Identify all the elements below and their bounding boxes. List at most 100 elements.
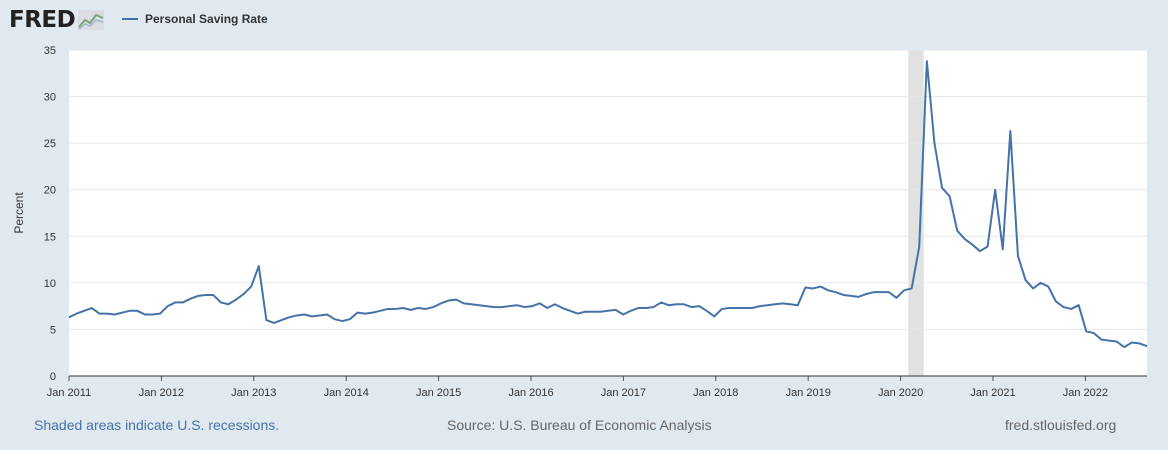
data-point-7[interactable] xyxy=(118,309,126,317)
data-point-80[interactable] xyxy=(672,300,680,308)
data-point-2[interactable] xyxy=(80,307,88,315)
data-point-86[interactable] xyxy=(718,305,726,313)
data-point-126[interactable] xyxy=(1022,276,1030,284)
data-point-136[interactable] xyxy=(1097,336,1105,344)
data-point-1[interactable] xyxy=(73,310,81,318)
site-link[interactable]: fred.stlouisfed.org xyxy=(1005,417,1117,433)
data-point-32[interactable] xyxy=(308,312,316,320)
data-point-6[interactable] xyxy=(111,311,119,319)
data-point-23[interactable] xyxy=(240,290,248,298)
data-point-132[interactable] xyxy=(1067,305,1075,313)
data-point-98[interactable] xyxy=(809,284,817,292)
data-point-53[interactable] xyxy=(467,300,475,308)
data-point-103[interactable] xyxy=(847,292,855,300)
data-point-93[interactable] xyxy=(771,300,779,308)
data-point-0[interactable] xyxy=(65,313,73,321)
data-point-31[interactable] xyxy=(300,311,308,319)
data-point-76[interactable] xyxy=(642,304,650,312)
data-point-141[interactable] xyxy=(1135,339,1143,347)
data-point-88[interactable] xyxy=(733,304,741,312)
data-point-28[interactable] xyxy=(278,316,286,324)
data-point-117[interactable] xyxy=(953,227,961,235)
data-point-107[interactable] xyxy=(877,288,885,296)
data-point-54[interactable] xyxy=(475,301,483,309)
data-point-134[interactable] xyxy=(1082,327,1090,335)
data-point-10[interactable] xyxy=(141,311,149,319)
data-point-106[interactable] xyxy=(870,288,878,296)
data-point-37[interactable] xyxy=(346,315,354,323)
data-point-73[interactable] xyxy=(619,311,627,319)
data-point-99[interactable] xyxy=(817,283,825,291)
data-point-81[interactable] xyxy=(680,300,688,308)
data-point-128[interactable] xyxy=(1037,279,1045,287)
data-point-116[interactable] xyxy=(946,192,954,200)
data-point-138[interactable] xyxy=(1113,338,1121,346)
data-point-21[interactable] xyxy=(224,300,232,308)
data-point-15[interactable] xyxy=(179,298,187,306)
data-point-16[interactable] xyxy=(186,295,194,303)
data-point-102[interactable] xyxy=(839,291,847,299)
data-point-58[interactable] xyxy=(505,302,513,310)
data-point-91[interactable] xyxy=(756,302,764,310)
data-point-9[interactable] xyxy=(133,307,141,315)
data-point-118[interactable] xyxy=(961,235,969,243)
data-point-92[interactable] xyxy=(763,301,771,309)
data-point-25[interactable] xyxy=(255,262,263,270)
data-point-77[interactable] xyxy=(650,303,658,311)
data-point-17[interactable] xyxy=(194,292,202,300)
data-point-65[interactable] xyxy=(558,304,566,312)
data-point-30[interactable] xyxy=(293,311,301,319)
data-point-131[interactable] xyxy=(1059,303,1067,311)
data-point-139[interactable] xyxy=(1120,343,1128,351)
data-point-8[interactable] xyxy=(126,307,134,315)
data-point-104[interactable] xyxy=(855,293,863,301)
data-point-56[interactable] xyxy=(490,303,498,311)
data-point-48[interactable] xyxy=(429,303,437,311)
data-point-85[interactable] xyxy=(710,312,718,320)
data-point-119[interactable] xyxy=(968,241,976,249)
data-point-59[interactable] xyxy=(513,301,521,309)
data-point-125[interactable] xyxy=(1014,252,1022,260)
data-point-27[interactable] xyxy=(270,319,278,327)
data-point-127[interactable] xyxy=(1029,284,1037,292)
data-point-113[interactable] xyxy=(923,57,931,65)
data-point-14[interactable] xyxy=(171,298,179,306)
data-point-129[interactable] xyxy=(1044,283,1052,291)
data-point-67[interactable] xyxy=(574,310,582,318)
data-point-18[interactable] xyxy=(202,291,210,299)
data-point-109[interactable] xyxy=(892,294,900,302)
data-point-133[interactable] xyxy=(1075,301,1083,309)
data-point-90[interactable] xyxy=(748,304,756,312)
data-point-69[interactable] xyxy=(589,308,597,316)
data-point-95[interactable] xyxy=(786,300,794,308)
data-point-11[interactable] xyxy=(149,311,157,319)
data-point-24[interactable] xyxy=(247,283,255,291)
data-point-61[interactable] xyxy=(528,302,536,310)
data-point-115[interactable] xyxy=(938,184,946,192)
data-point-3[interactable] xyxy=(88,304,96,312)
data-point-111[interactable] xyxy=(908,284,916,292)
data-point-120[interactable] xyxy=(976,247,984,255)
data-point-114[interactable] xyxy=(930,139,938,147)
data-point-39[interactable] xyxy=(361,310,369,318)
data-point-101[interactable] xyxy=(832,288,840,296)
data-point-57[interactable] xyxy=(498,303,506,311)
data-point-13[interactable] xyxy=(164,302,172,310)
data-point-26[interactable] xyxy=(262,316,270,324)
data-point-97[interactable] xyxy=(801,284,809,292)
data-point-75[interactable] xyxy=(634,304,642,312)
data-point-123[interactable] xyxy=(999,245,1007,253)
data-point-43[interactable] xyxy=(391,305,399,313)
data-point-52[interactable] xyxy=(460,299,468,307)
data-point-35[interactable] xyxy=(331,315,339,323)
data-point-105[interactable] xyxy=(862,290,870,298)
data-point-63[interactable] xyxy=(543,304,551,312)
data-point-36[interactable] xyxy=(338,317,346,325)
data-point-20[interactable] xyxy=(217,298,225,306)
data-point-66[interactable] xyxy=(566,307,574,315)
data-point-55[interactable] xyxy=(483,302,491,310)
data-point-44[interactable] xyxy=(399,304,407,312)
data-point-135[interactable] xyxy=(1090,329,1098,337)
data-point-142[interactable] xyxy=(1143,342,1151,350)
